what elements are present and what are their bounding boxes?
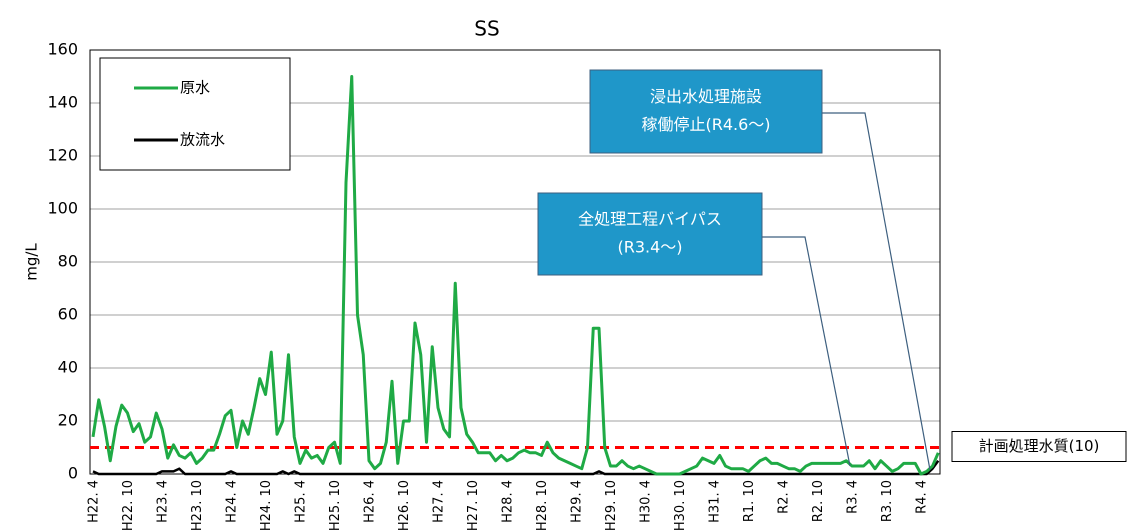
x-tick-label: H30. 4 <box>639 480 654 523</box>
reference-label-box <box>951 431 1127 462</box>
x-tick-label: H28. 10 <box>535 480 550 531</box>
x-tick-label: R2. 10 <box>811 480 826 522</box>
x-tick-label: H30. 10 <box>673 480 688 531</box>
callout-text: 稼働停止(R4.6～) <box>641 115 770 134</box>
legend-box <box>99 57 291 171</box>
callout-leader <box>822 112 931 471</box>
x-tick-label: H25. 10 <box>328 480 343 531</box>
series-line <box>92 460 940 476</box>
x-tick-label: H27. 4 <box>432 480 447 523</box>
legend-label: 放流水 <box>180 131 225 149</box>
callout-box <box>537 192 763 276</box>
callout-text: 浸出水処理施設 <box>650 87 762 106</box>
x-tick-label: H22. 4 <box>87 480 102 523</box>
callout-text: 全処理工程バイパス <box>578 210 722 229</box>
callout-box <box>589 69 823 154</box>
x-tick-label: H31. 4 <box>708 480 723 523</box>
y-tick-label: 120 <box>47 146 78 165</box>
legend-label: 原水 <box>180 79 210 97</box>
callout-text: (R3.4～) <box>617 238 682 257</box>
chart-title: SS <box>474 17 499 41</box>
x-tick-label: H25. 4 <box>294 480 309 523</box>
reference-label: 計画処理水質(10) <box>979 437 1100 455</box>
x-tick-label: H23. 10 <box>190 480 205 531</box>
callout-leader <box>762 236 851 467</box>
y-tick-label: 160 <box>47 40 78 59</box>
y-tick-label: 100 <box>47 199 78 218</box>
y-tick-label: 40 <box>58 358 78 377</box>
x-tick-label: R4. 4 <box>915 480 930 514</box>
x-tick-label: H27. 10 <box>466 480 481 531</box>
x-tick-label: H29. 10 <box>604 480 619 531</box>
x-tick-label: H29. 4 <box>570 480 585 523</box>
x-tick-label: R1. 10 <box>742 480 757 522</box>
series-line <box>91 75 940 476</box>
x-tick-label: H28. 4 <box>501 480 516 523</box>
x-tick-label: H24. 10 <box>259 480 274 531</box>
x-tick-label: H23. 4 <box>156 480 171 523</box>
x-tick-label: H22. 10 <box>121 480 136 531</box>
y-tick-label: 60 <box>58 305 78 324</box>
x-tick-label: H26. 4 <box>363 480 378 523</box>
y-tick-label: 140 <box>47 93 78 112</box>
x-tick-label: H24. 4 <box>225 480 240 523</box>
y-axis-label: mg/L <box>23 243 41 281</box>
x-tick-label: R3. 10 <box>880 480 895 522</box>
x-tick-label: R3. 4 <box>846 480 861 514</box>
y-tick-label: 20 <box>58 411 78 430</box>
y-tick-label: 0 <box>68 464 78 483</box>
y-tick-label: 80 <box>58 252 78 271</box>
x-tick-label: R2. 4 <box>777 480 792 514</box>
x-tick-label: H26. 10 <box>397 480 412 531</box>
